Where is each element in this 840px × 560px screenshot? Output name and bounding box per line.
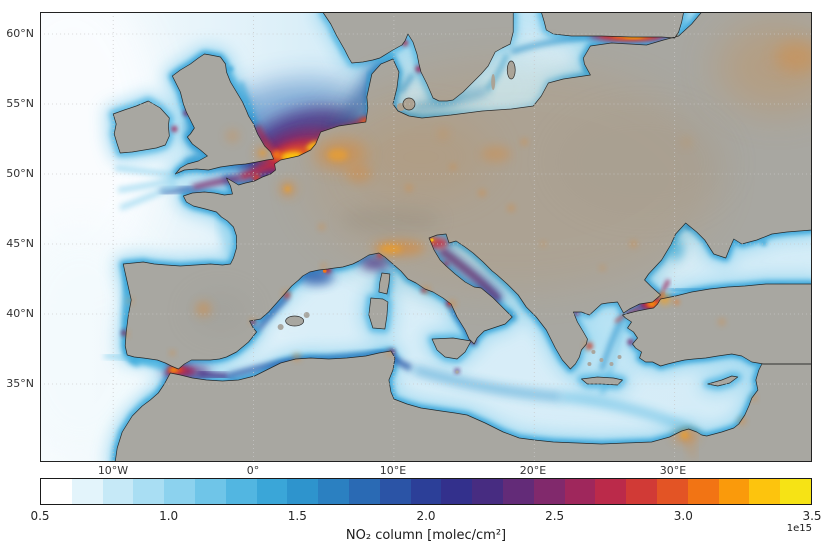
colorbar-segment [225, 479, 257, 504]
colorbar-segment [441, 479, 473, 504]
colorbar-gradient [40, 478, 812, 505]
land-malta [455, 370, 459, 374]
colorbar-segment [687, 479, 719, 504]
colorbar-tick-label: 2.5 [545, 509, 565, 523]
land-aegean-island [617, 355, 622, 359]
land-menorca [303, 312, 310, 318]
colorbar-segment [595, 479, 627, 504]
lon-tick-label: 10°E [379, 464, 407, 477]
land-ibiza [277, 324, 284, 330]
colorbar-tick-label: 1.5 [287, 509, 307, 523]
lane-biscay [218, 218, 237, 257]
colorbar-segment [472, 479, 503, 504]
colorbar-segment [256, 479, 288, 504]
europe-no2-map [40, 12, 812, 462]
lat-tick-label: 50°N [6, 167, 34, 180]
colorbar-segment [626, 479, 657, 504]
urban-haze [123, 22, 812, 459]
lat-tick-label: 55°N [6, 97, 34, 110]
lon-tick-label: 0° [246, 464, 260, 477]
colorbar-tick-label: 3.5 [802, 509, 822, 523]
atlantic-pale-zone [40, 12, 161, 282]
colorbar-segment [564, 479, 596, 504]
colorbar-segment [133, 479, 165, 504]
land-aegean-island [587, 362, 592, 366]
colorbar-segment [102, 479, 134, 504]
colorbar-segment [287, 479, 319, 504]
lon-tick-label: 30°E [659, 464, 687, 477]
map-plot [40, 12, 812, 462]
colorbar-tick-label: 3.0 [673, 509, 693, 523]
colorbar-segment [780, 479, 811, 504]
gridlines [40, 12, 812, 462]
plot-frame [40, 12, 812, 462]
colorbar-segment [410, 479, 442, 504]
colorbar-segment [379, 479, 411, 504]
colorbar-tick-label: 0.5 [30, 509, 50, 523]
colorbar-segment [194, 479, 226, 504]
land-mallorca [285, 316, 304, 326]
colorbar-segment [41, 479, 72, 504]
colorbar-scale-offset: 1e15 [786, 523, 812, 534]
colorbar-segment [533, 479, 565, 504]
colorbar-segment [318, 479, 349, 504]
lon-tick-label: 20°E [519, 464, 547, 477]
coastlines [112, 12, 812, 462]
colorbar-segment [749, 479, 781, 504]
lat-tick-label: 35°N [6, 377, 34, 390]
lat-tick-label: 45°N [6, 237, 34, 250]
land-aegean-island [591, 350, 596, 354]
lat-tick-label: 60°N [6, 27, 34, 40]
colorbar-segment [164, 479, 195, 504]
colorbar-segment [656, 479, 688, 504]
land-aegean-island [609, 362, 614, 366]
colorbar-segment [502, 479, 534, 504]
colorbar-label: NO₂ column [molec/cm²] [345, 528, 507, 543]
colorbar-tick-label: 2.0 [416, 509, 436, 523]
land-aegean-island [599, 358, 604, 362]
lat-tick-label: 40°N [6, 307, 34, 320]
colorbar-ticks: 0.5 1.0 1.5 2.0 2.5 3.0 3.5 [30, 509, 821, 525]
colorbar-segment [718, 479, 750, 504]
lon-tick-label: 10°W [97, 464, 129, 477]
colorbar-segment [348, 479, 380, 504]
colorbar-segment [71, 479, 103, 504]
colorbar-tick-label: 1.0 [159, 509, 179, 523]
